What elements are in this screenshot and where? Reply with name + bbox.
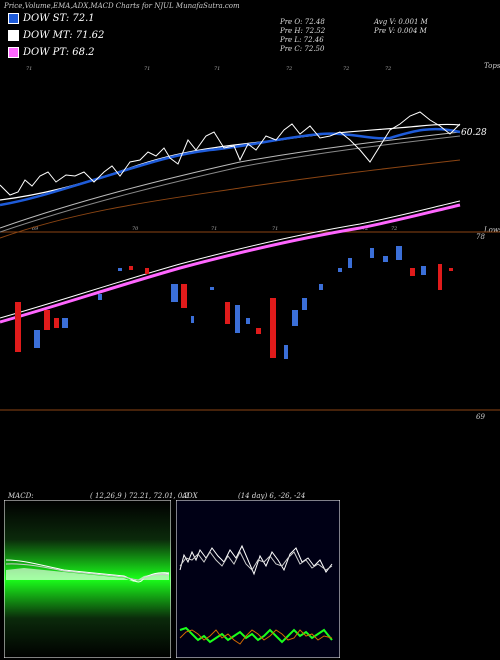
candle-6 bbox=[98, 294, 102, 300]
legend-label-pt: DOW PT: 68.2 bbox=[23, 47, 95, 58]
price-close-line bbox=[0, 111, 461, 196]
candle-30 bbox=[438, 264, 442, 290]
candle-14 bbox=[225, 302, 230, 324]
ema-brown-line bbox=[0, 159, 461, 239]
candle-18 bbox=[270, 298, 276, 358]
low-mark-3: 71 bbox=[211, 226, 217, 232]
label-price-78: 78 bbox=[476, 233, 485, 241]
info-pre-l: Pre L: 72.46 bbox=[280, 36, 324, 44]
candle-23 bbox=[338, 268, 342, 272]
candle-2 bbox=[34, 330, 40, 348]
info-pre-v: Pre V: 0.004 M bbox=[374, 27, 427, 35]
top-mark-4: 72 bbox=[286, 66, 292, 72]
label-tops: Tops bbox=[484, 62, 500, 70]
candles bbox=[15, 246, 453, 359]
adx-minus-di-line bbox=[179, 550, 333, 571]
candle-4 bbox=[54, 318, 59, 328]
candle-19 bbox=[284, 345, 288, 359]
candle-22 bbox=[319, 284, 323, 290]
price-chart: 71 71 71 72 72 72 69 70 71 71 72 72 bbox=[0, 66, 500, 411]
candle-12 bbox=[191, 316, 194, 323]
info-pre-h: Pre H: 72.52 bbox=[280, 27, 326, 35]
candle-11 bbox=[181, 284, 187, 308]
top-mark-5: 72 bbox=[343, 66, 349, 72]
candle-21 bbox=[302, 298, 307, 310]
low-mark-2: 70 bbox=[132, 226, 139, 232]
candle-3 bbox=[44, 310, 50, 330]
candle-13 bbox=[210, 287, 214, 290]
candle-8 bbox=[129, 266, 133, 270]
candle-29 bbox=[421, 266, 426, 275]
ema-st-line bbox=[0, 127, 461, 207]
adx-orange-line bbox=[179, 629, 333, 645]
candle-31 bbox=[449, 268, 453, 271]
legend-label-st: DOW ST: 72.1 bbox=[23, 13, 95, 24]
low-mark-1: 69 bbox=[32, 226, 39, 232]
legend-dow-st: DOW ST: 72.1 bbox=[8, 13, 95, 24]
legend-label-mt: DOW MT: 71.62 bbox=[23, 30, 105, 41]
macd-panel bbox=[4, 500, 171, 658]
candle-26 bbox=[383, 256, 388, 262]
adx-plus-di-line bbox=[179, 544, 333, 576]
legend-swatch-mt bbox=[8, 30, 19, 41]
candle-7 bbox=[118, 268, 122, 271]
legend-swatch-st bbox=[8, 13, 19, 24]
low-mark-6: 72 bbox=[391, 226, 397, 232]
macd-line bbox=[5, 559, 170, 583]
low-mark-5: 72 bbox=[362, 226, 368, 232]
adx-params: (14 day) 6, -26, -24 bbox=[238, 492, 306, 500]
info-pre-o: Pre O: 72.48 bbox=[280, 18, 325, 26]
top-mark-1: 71 bbox=[26, 66, 32, 72]
candle-9 bbox=[145, 268, 149, 274]
info-pre-c: Pre C: 72.50 bbox=[280, 45, 325, 53]
candle-17 bbox=[256, 328, 261, 334]
legend-swatch-pt bbox=[8, 47, 19, 58]
top-mark-3: 71 bbox=[214, 66, 220, 72]
chart-title: Price,Volume,EMA,ADX,MACD Charts for NJU… bbox=[4, 2, 240, 10]
ema-pt-line bbox=[0, 203, 461, 324]
adx-label: ADX bbox=[182, 492, 198, 500]
candle-5 bbox=[62, 318, 68, 328]
top-mark-2: 71 bbox=[144, 66, 150, 72]
macd-signal-line bbox=[5, 563, 170, 581]
candle-28 bbox=[410, 268, 415, 276]
top-mark-6: 72 bbox=[385, 66, 391, 72]
ema-pt-shadow-line bbox=[0, 200, 461, 319]
adx-panel bbox=[176, 500, 340, 658]
candle-25 bbox=[370, 248, 374, 258]
label-last-price: 60.28 bbox=[461, 128, 487, 138]
low-mark-4: 71 bbox=[272, 226, 278, 232]
macd-label: MACD: bbox=[8, 492, 34, 500]
candle-10 bbox=[171, 284, 178, 302]
adx-background bbox=[176, 500, 340, 658]
adx-green-line bbox=[179, 626, 333, 644]
candle-1 bbox=[15, 302, 21, 352]
ema-gray-line bbox=[0, 131, 461, 229]
label-price-69: 69 bbox=[476, 413, 485, 421]
macd-params: ( 12,26,9 ) 72.21, 72.01, 0.2 bbox=[90, 492, 189, 500]
legend-dow-mt: DOW MT: 71.62 bbox=[8, 30, 104, 41]
legend-dow-pt: DOW PT: 68.2 bbox=[8, 47, 95, 58]
candle-24 bbox=[348, 258, 352, 268]
label-lows: Lows bbox=[484, 226, 500, 234]
candle-15 bbox=[235, 305, 240, 333]
macd-histogram bbox=[6, 568, 169, 582]
info-avg-v: Avg V: 0.001 M bbox=[374, 18, 428, 26]
candle-27 bbox=[396, 246, 402, 260]
ema-gray-line-2 bbox=[0, 135, 461, 233]
candle-20 bbox=[292, 310, 298, 326]
candle-16 bbox=[246, 318, 250, 324]
